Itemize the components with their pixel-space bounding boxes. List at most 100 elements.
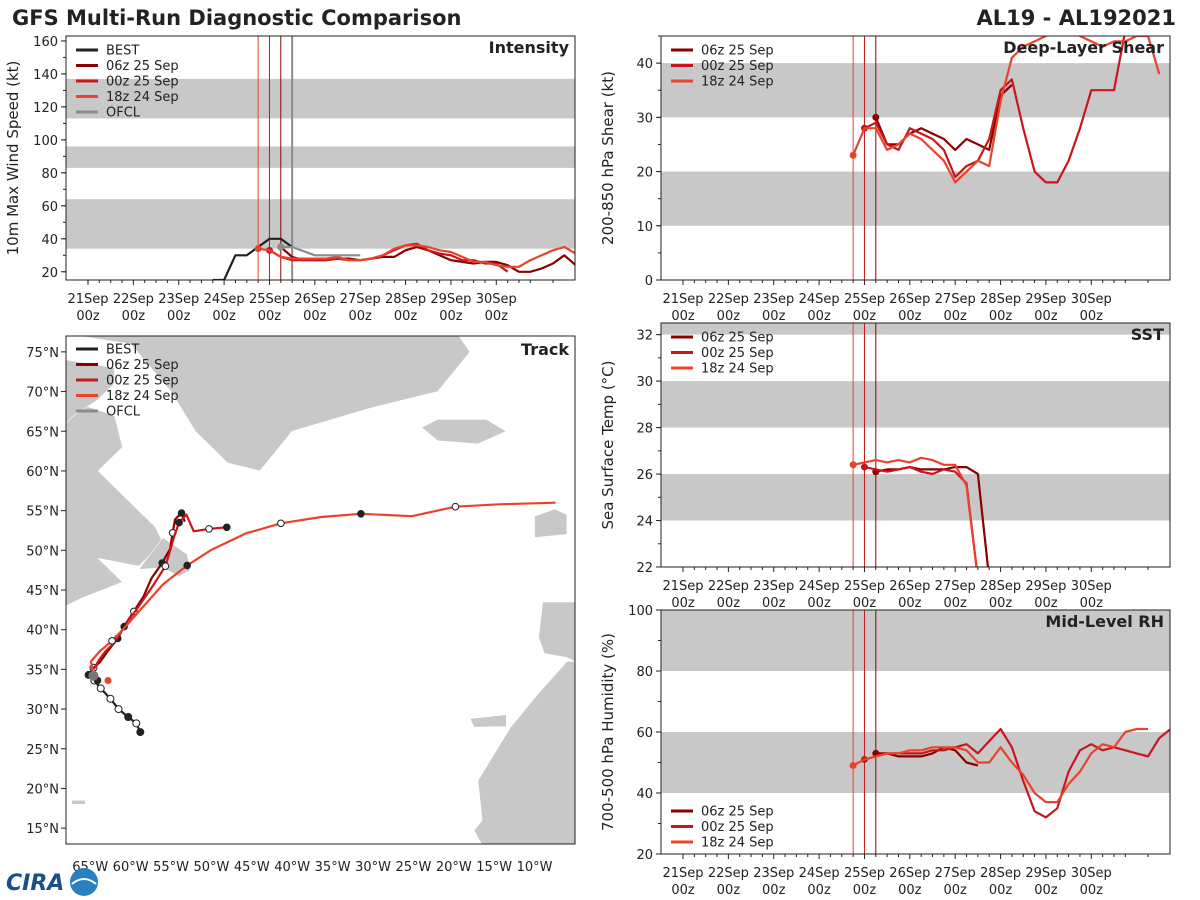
track-panel-title: Track — [521, 340, 569, 359]
rh-series-2-start-point — [849, 762, 857, 770]
rh-series-1-line — [864, 727, 1170, 819]
sst-legend-label: 06z 25 Sep — [701, 331, 774, 346]
sst-ytick-label: 30 — [636, 375, 653, 390]
rh-ylabel: 700-500 hPa Humidity (%) — [599, 633, 617, 831]
cira-logo-text: CIRA — [6, 871, 64, 896]
track-lat-label: 55°N — [26, 505, 59, 520]
rh-legend-label: 06z 25 Sep — [701, 805, 774, 820]
intensity-ytick-label: 140 — [33, 68, 58, 83]
track-lat-label: 60°N — [26, 465, 59, 480]
rh-band-1 — [661, 610, 1170, 671]
sst-xtick-hour: 00z — [717, 596, 741, 611]
track-series-3-point-2 — [183, 561, 191, 570]
track-legend-label: OFCL — [106, 405, 141, 420]
rh-xtick-hour: 00z — [671, 883, 695, 898]
track-series-1-point-4 — [177, 509, 186, 517]
sst-ylabel: Sea Surface Temp (°C) — [599, 360, 617, 529]
rh-legend-label: 00z 25 Sep — [701, 820, 774, 835]
rh-ytick-label: 100 — [628, 604, 653, 619]
sst-xtick-hour: 00z — [762, 596, 786, 611]
track-lon-label: 55°W — [153, 860, 189, 875]
rh-xtick-day: 22Sep — [708, 866, 749, 881]
intensity-panel: 20 40 60 80 100 120 140 160 21Sep 00z 22Sep 00z 23Se… — [4, 35, 576, 324]
track-series-1-line — [92, 511, 186, 669]
shear-legend-label: 18z 24 Sep — [701, 75, 774, 90]
track-series-3-point-3 — [277, 519, 285, 528]
intensity-band-1 — [66, 146, 575, 168]
shear-xtick-day: 21Sep — [662, 292, 703, 307]
shear-xtick-day: 22Sep — [708, 292, 749, 307]
rh-ytick-label: 20 — [636, 848, 653, 863]
intensity-xtick-day: 27Sep — [340, 292, 381, 307]
sst-ytick-label: 24 — [636, 515, 653, 530]
sst-xtick-day: 28Sep — [980, 579, 1021, 594]
rh-xtick-day: 23Sep — [753, 866, 794, 881]
sst-legend-label: 18z 24 Sep — [701, 362, 774, 377]
track-current-position — [88, 670, 99, 681]
shear-ytick-label: 30 — [636, 111, 653, 126]
sst-series-1-start-point — [860, 463, 868, 471]
shear-xtick-day: 27Sep — [935, 292, 976, 307]
shear-xtick-hour: 00z — [898, 309, 922, 324]
shear-series-2-start-point — [849, 151, 857, 159]
intensity-xtick-hour: 00z — [212, 309, 236, 324]
sst-xtick-hour: 00z — [807, 596, 831, 611]
intensity-legend-label: 00z 25 Sep — [106, 75, 179, 90]
intensity-legend-label: OFCL — [106, 106, 141, 121]
sst-panel: 22 24 26 28 30 32 21Sep 00z 22Sep 00z 23Sep 00z 24Se… — [599, 322, 1171, 611]
sst-ytick-label: 32 — [636, 329, 653, 344]
shear-xtick-hour: 00z — [762, 309, 786, 324]
rh-series-0-line — [875, 746, 979, 767]
sst-xtick-hour: 00z — [1034, 596, 1058, 611]
track-lat-label: 75°N — [26, 346, 59, 361]
track-map-area — [66, 336, 575, 844]
shear-panel: 0 10 20 30 40 21Sep 00z 22Sep 00z 23Sep 00z 24Sep 00… — [599, 35, 1171, 324]
track-lon-label: 50°W — [193, 860, 229, 875]
sst-band-2 — [661, 323, 1170, 335]
track-lat-label: 15°N — [26, 822, 59, 837]
sst-xtick-day: 24Sep — [799, 579, 840, 594]
figure-title: GFS Multi-Run Diagnostic Comparison — [12, 6, 461, 30]
sst-band-1 — [661, 381, 1170, 428]
shear-xtick-day: 25Sep — [844, 292, 885, 307]
shear-ytick-label: 0 — [645, 274, 653, 289]
intensity-ylabel: 10m Max Wind Speed (kt) — [4, 61, 22, 256]
sst-series-2-line — [852, 456, 978, 567]
sst-xtick-day: 22Sep — [708, 579, 749, 594]
intensity-legend-label: 06z 25 Sep — [106, 59, 179, 74]
track-lat-label: 30°N — [26, 703, 59, 718]
shear-legend-label: 00z 25 Sep — [701, 59, 774, 74]
iceland-land — [420, 418, 507, 445]
sst-xtick-hour: 00z — [944, 596, 968, 611]
track-series-2-point-1 — [161, 562, 170, 570]
storm-id-title: AL19 - AL192021 — [977, 6, 1177, 30]
sst-ytick-label: 28 — [636, 422, 653, 437]
intensity-xtick-hour: 00z — [167, 309, 191, 324]
intensity-ytick-label: 120 — [33, 101, 58, 116]
intensity-xtick-hour: 00z — [485, 309, 509, 324]
rh-xtick-day: 21Sep — [662, 866, 703, 881]
sst-ytick-label: 26 — [636, 468, 653, 483]
track-18z-start-point — [104, 676, 112, 684]
intensity-ytick-label: 20 — [41, 266, 58, 281]
sst-xtick-day: 30Sep — [1071, 579, 1112, 594]
rh-xtick-hour: 00z — [944, 883, 968, 898]
rh-panel-title: Mid-Level RH — [1045, 612, 1164, 631]
intensity-series-3-start-point — [254, 245, 262, 253]
shear-xtick-hour: 00z — [671, 309, 695, 324]
intensity-legend-label: BEST — [106, 44, 139, 59]
rh-xtick-hour: 00z — [1034, 883, 1058, 898]
track-series-2-point-2 — [175, 518, 183, 527]
rh-panel: 20 40 60 80 100 21Sep 00z 22Sep 00z 23Sep 00z 24Sep… — [599, 604, 1171, 898]
track-legend-label: 06z 25 Sep — [106, 358, 179, 373]
intensity-legend-label: 18z 24 Sep — [106, 90, 179, 105]
ireland-land — [534, 508, 568, 538]
track-lon-label: 10°W — [517, 860, 553, 875]
track-lon-label: 25°W — [395, 860, 431, 875]
shear-frame — [660, 35, 1171, 281]
rh-xtick-hour: 00z — [762, 883, 786, 898]
intensity-xtick-hour: 00z — [122, 309, 146, 324]
track-best-point-3 — [114, 705, 123, 714]
rh-xtick-hour: 00z — [989, 883, 1013, 898]
intensity-xtick-hour: 00z — [303, 309, 327, 324]
